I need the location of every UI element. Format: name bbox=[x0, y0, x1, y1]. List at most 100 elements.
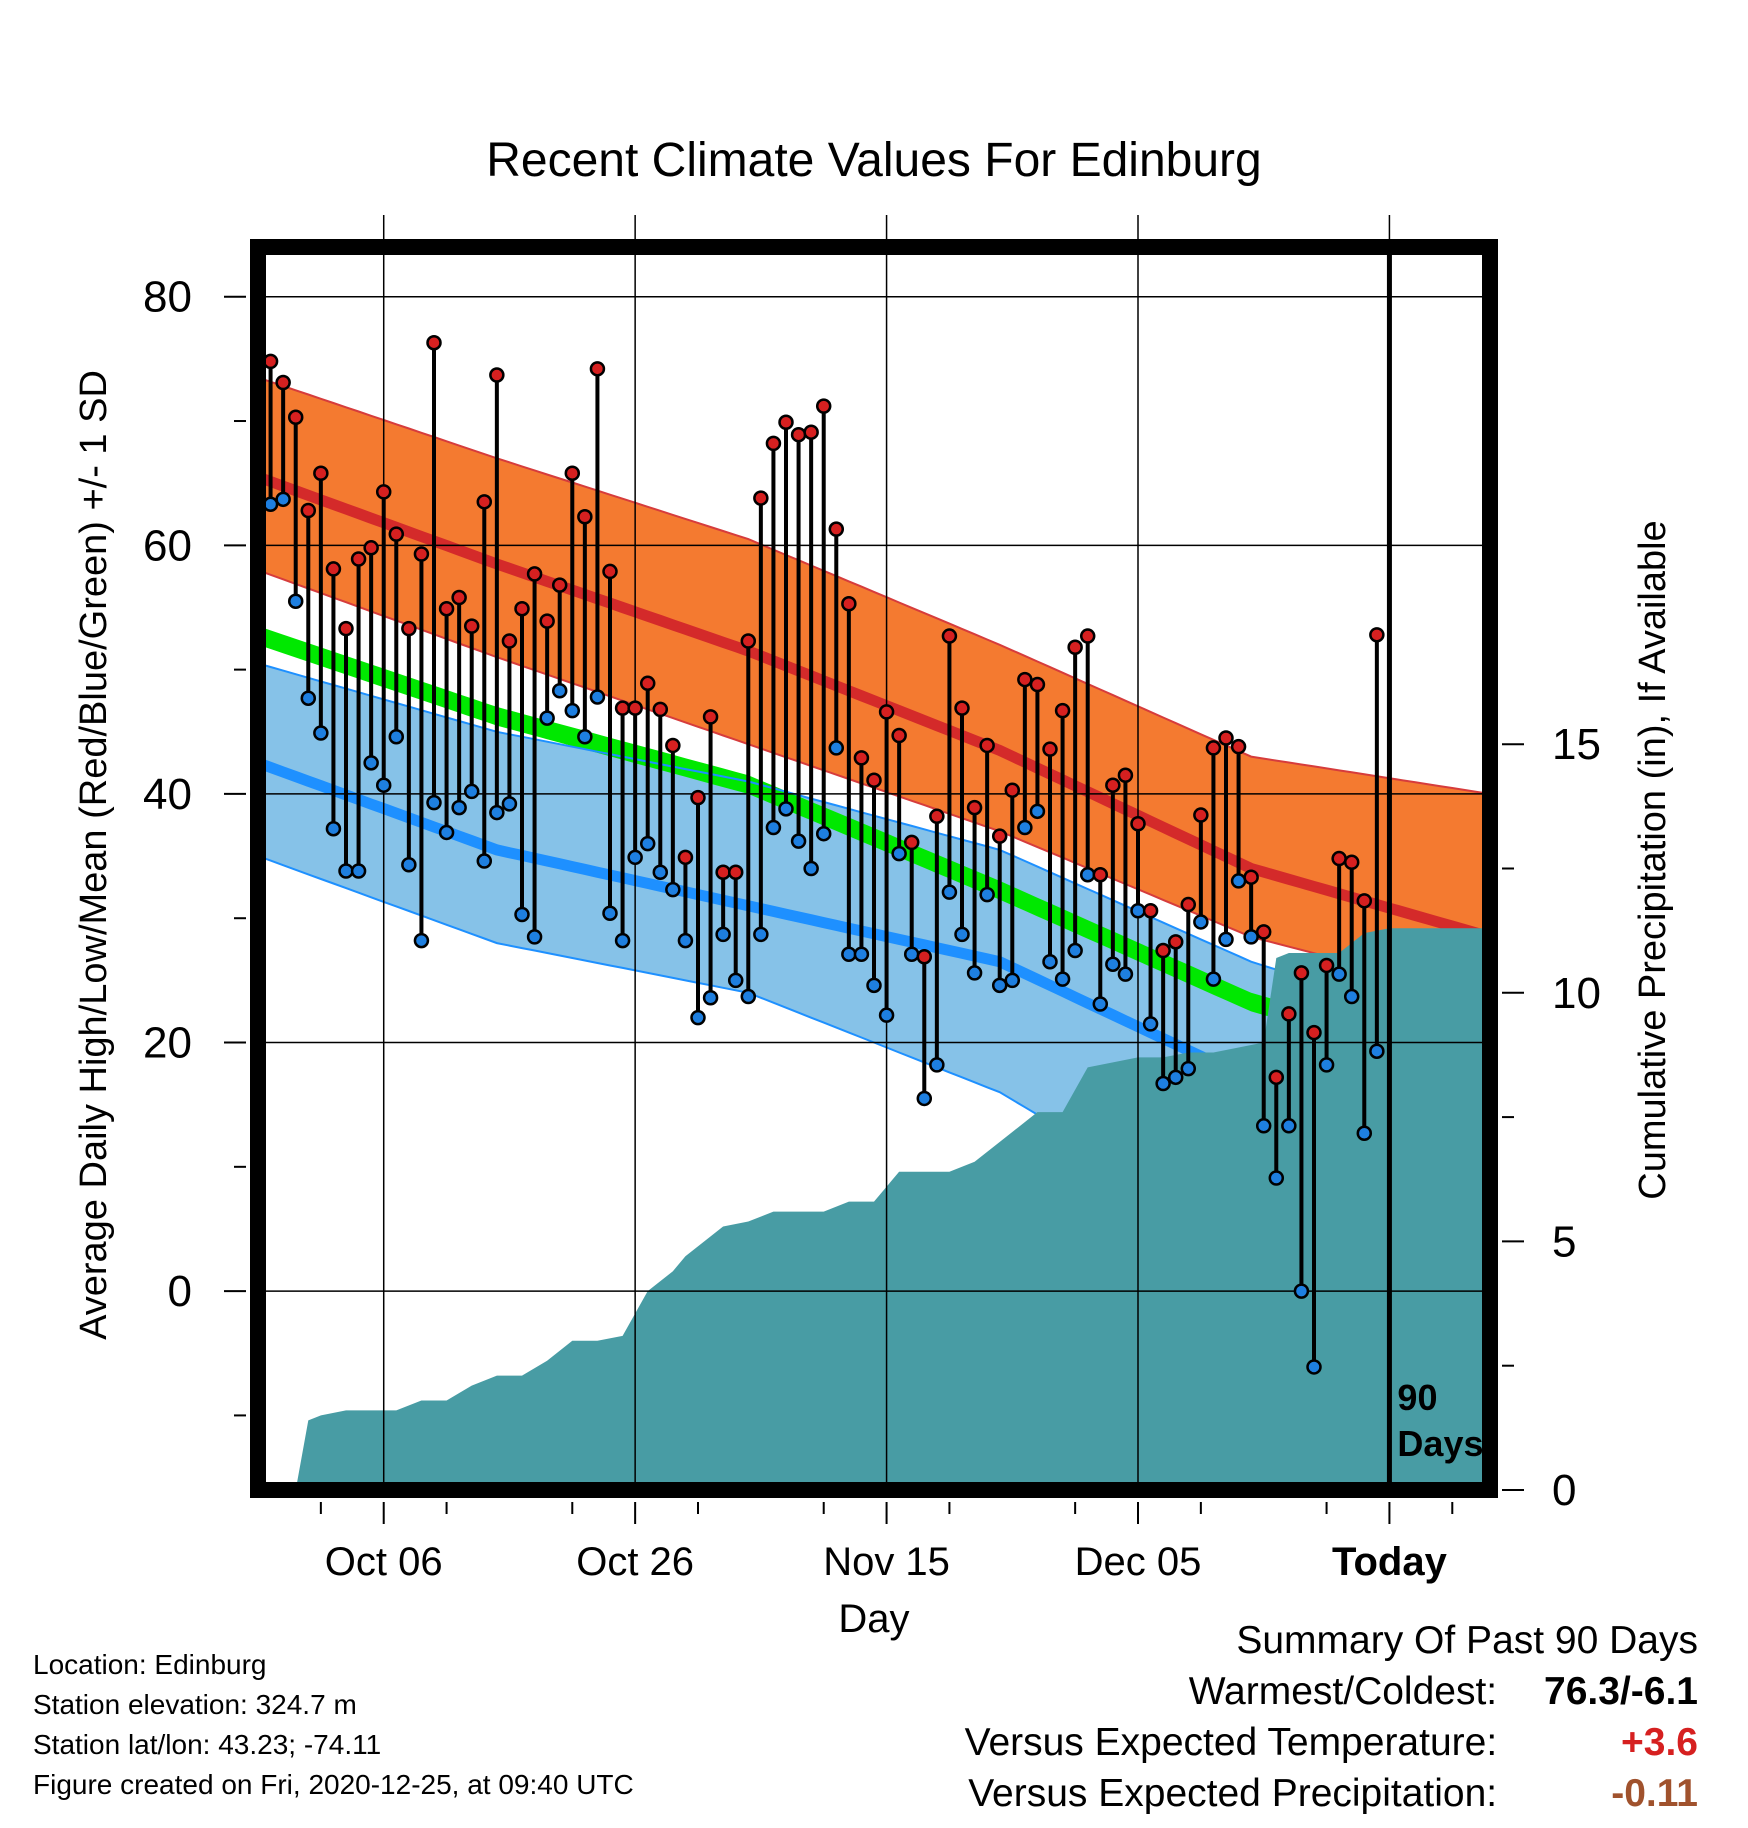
daily-low-point bbox=[1318, 1057, 1335, 1073]
daily-high-point bbox=[287, 409, 304, 426]
daily-high-point bbox=[1243, 869, 1259, 885]
daily-low-point bbox=[690, 1009, 706, 1026]
daily-high-point bbox=[665, 737, 681, 754]
daily-low-point bbox=[363, 755, 379, 771]
daily-low-point bbox=[401, 857, 417, 873]
axes: 0 20 40 60 80 0 5 10 15 Oct 06 Oct 26 Nov 15 Dec 05 T… bbox=[143, 273, 1601, 1584]
daily-low-point bbox=[1193, 914, 1209, 930]
daily-high-point bbox=[1180, 896, 1197, 913]
daily-low-point bbox=[878, 1007, 895, 1023]
daily-high-point bbox=[413, 546, 430, 562]
daily-low-point bbox=[1017, 819, 1033, 836]
daily-high-point bbox=[1004, 782, 1021, 798]
latlon-text: Station lat/lon: 43.23; -74.11 bbox=[33, 1729, 382, 1760]
daily-low-point bbox=[1369, 1043, 1385, 1059]
summary-warm-row: Warmest/Coldest: 76.3/-6.1 bbox=[965, 1666, 1698, 1717]
daily-low-point bbox=[866, 977, 882, 994]
daily-high-point bbox=[338, 620, 354, 637]
daily-high-point bbox=[841, 595, 857, 612]
x-tick-label: Oct 06 bbox=[325, 1540, 443, 1584]
daily-low-point bbox=[853, 946, 870, 963]
station-info: Location: Edinburg Station elevation: 32… bbox=[33, 1645, 634, 1805]
daily-low-point bbox=[778, 801, 794, 817]
y2-tick-label: 15 bbox=[1552, 720, 1601, 769]
daily-high-point bbox=[577, 508, 593, 525]
y2-tick-label: 10 bbox=[1552, 969, 1601, 1018]
summary-temp-row: Versus Expected Temperature: +3.6 bbox=[965, 1717, 1698, 1768]
daily-high-point bbox=[1042, 741, 1058, 757]
daily-high-point bbox=[350, 551, 367, 567]
daily-low-point bbox=[287, 593, 304, 610]
daily-low-point bbox=[350, 863, 367, 879]
warm-value: 76.3/-6.1 bbox=[1544, 1670, 1698, 1713]
daily-high-point bbox=[639, 675, 656, 692]
daily-low-point bbox=[551, 683, 568, 699]
daily-high-point bbox=[1079, 628, 1096, 644]
daily-high-point bbox=[853, 750, 870, 766]
y-tick-label: 40 bbox=[143, 770, 192, 819]
daily-high-point bbox=[891, 727, 907, 744]
daily-low-point bbox=[1117, 966, 1134, 982]
x-tick-label: Oct 26 bbox=[576, 1540, 694, 1584]
daily-low-point bbox=[677, 932, 694, 949]
daily-high-point bbox=[1255, 924, 1272, 940]
daily-low-point bbox=[1105, 956, 1121, 972]
plot-frame bbox=[250, 239, 1498, 1498]
daily-high-point bbox=[753, 490, 769, 506]
y2-tick-label: 0 bbox=[1552, 1466, 1576, 1515]
daily-low-point bbox=[841, 946, 857, 963]
daily-low-point bbox=[589, 689, 606, 705]
daily-low-point bbox=[489, 804, 505, 821]
warm-label: Warmest/Coldest: bbox=[1188, 1670, 1498, 1713]
y2-tick-label: 5 bbox=[1552, 1217, 1576, 1266]
plot-border bbox=[250, 239, 1498, 1498]
daily-low-point bbox=[438, 824, 455, 841]
daily-high-point bbox=[1318, 957, 1335, 974]
daily-low-point bbox=[1054, 971, 1071, 987]
chart-title: Recent Climate Values For Edinburg bbox=[486, 134, 1261, 187]
daily-low-point bbox=[1343, 988, 1360, 1005]
elevation-text: Station elevation: 324.7 m bbox=[33, 1689, 357, 1720]
y2-axis-label: Cumulative Precipitation (in), If Availa… bbox=[1632, 520, 1674, 1199]
y-tick-label: 0 bbox=[168, 1267, 192, 1316]
y-tick-label: 80 bbox=[143, 273, 192, 322]
daily-high-point bbox=[740, 633, 757, 649]
daily-low-point bbox=[991, 977, 1008, 994]
daily-low-point bbox=[891, 845, 907, 862]
daily-low-point bbox=[727, 972, 744, 989]
daily-high-point bbox=[690, 789, 706, 806]
daily-low-point bbox=[916, 1090, 933, 1107]
daily-high-point bbox=[1167, 934, 1184, 950]
daily-high-point bbox=[388, 526, 405, 542]
daily-low-point bbox=[765, 819, 782, 836]
daily-high-point bbox=[677, 849, 694, 866]
daily-high-point bbox=[1230, 738, 1247, 755]
daily-low-point bbox=[740, 988, 757, 1005]
daily-high-point bbox=[539, 613, 555, 629]
daily-high-point bbox=[627, 700, 643, 716]
daily-low-point bbox=[1243, 929, 1259, 945]
daily-low-point bbox=[1004, 972, 1021, 989]
daily-high-point bbox=[325, 561, 342, 577]
daily-low-point bbox=[463, 783, 480, 800]
daily-low-point bbox=[539, 710, 555, 726]
daily-low-point bbox=[753, 926, 769, 943]
daily-low-point bbox=[614, 932, 631, 949]
daily-high-point bbox=[929, 808, 945, 825]
y-tick-label: 20 bbox=[143, 1019, 192, 1068]
daily-low-point bbox=[1092, 996, 1109, 1012]
y-axis-label: Average Daily High/Low/Mean (Red/Blue/Gr… bbox=[73, 370, 115, 1340]
daily-high-point bbox=[313, 465, 329, 481]
today-label-line: 90 bbox=[1397, 1377, 1437, 1418]
daily-low-point bbox=[828, 740, 845, 756]
daily-high-point bbox=[1343, 854, 1360, 871]
daily-low-point bbox=[1155, 1075, 1171, 1092]
daily-low-point bbox=[803, 860, 819, 877]
temp-label: Versus Expected Temperature: bbox=[964, 1721, 1498, 1764]
daily-high-point bbox=[1155, 942, 1171, 959]
daily-temperature-series bbox=[250, 247, 1392, 1490]
daily-low-point bbox=[639, 835, 656, 852]
daily-high-point bbox=[602, 563, 618, 580]
daily-low-point bbox=[476, 853, 493, 869]
daily-low-point bbox=[903, 946, 920, 963]
